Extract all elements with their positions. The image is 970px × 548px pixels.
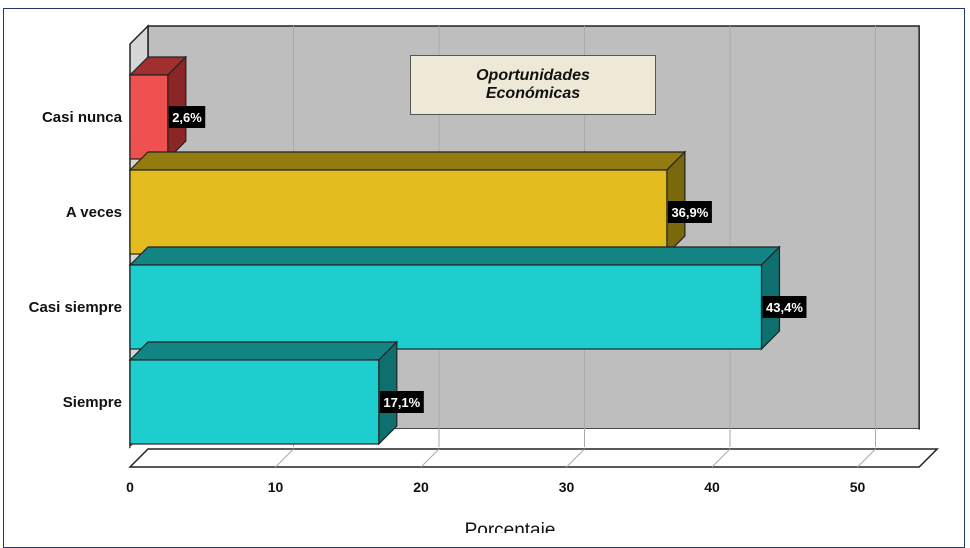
bar-top-2: [128, 246, 781, 266]
x-axis-label: Porcentaje: [465, 520, 556, 533]
bar-1: [128, 150, 687, 256]
x-tick-label-30: 30: [559, 479, 575, 495]
category-label-3: Siempre: [63, 394, 122, 411]
floor-gridline-20: [420, 448, 440, 468]
data-label-bg-1: [667, 201, 712, 223]
x-tick-label-0: 0: [126, 479, 134, 495]
x-tick-label-20: 20: [413, 479, 429, 495]
bar-top-3: [128, 341, 399, 361]
category-label-1: A veces: [66, 204, 122, 221]
bar-front-0: [129, 74, 169, 160]
data-label-bg-3: [379, 391, 424, 413]
floor-gridline-10: [275, 448, 294, 468]
bar-front-2: [129, 264, 763, 350]
data-label-0: 2,6%: [172, 110, 202, 125]
bar-3: [128, 340, 399, 446]
data-label-3: 17,1%: [383, 395, 420, 410]
title-line-1: Oportunidades: [476, 67, 590, 84]
bar-top-1: [128, 151, 687, 171]
category-label-0: Casi nunca: [42, 109, 123, 126]
data-label-2: 43,4%: [766, 300, 803, 315]
x-tick-label-40: 40: [704, 479, 720, 495]
bar-2: [128, 245, 781, 351]
data-label-bg-0: [168, 106, 206, 128]
floor-gridline-30: [566, 448, 585, 468]
category-label-2: Casi siempre: [29, 299, 122, 316]
chart-title-box: Oportunidades Económicas: [410, 55, 656, 115]
data-label-1: 36,9%: [671, 205, 708, 220]
title-line-2: Económicas: [485, 85, 581, 102]
x-tick-label-50: 50: [850, 479, 866, 495]
data-label-bg-2: [762, 296, 807, 318]
floor-gridline-40: [711, 448, 731, 468]
x-tick-label-10: 10: [268, 479, 284, 495]
floor-gridline-50: [857, 448, 876, 468]
plot-floor: [128, 448, 939, 468]
bar-front-3: [129, 359, 380, 445]
bar-front-1: [129, 169, 668, 255]
